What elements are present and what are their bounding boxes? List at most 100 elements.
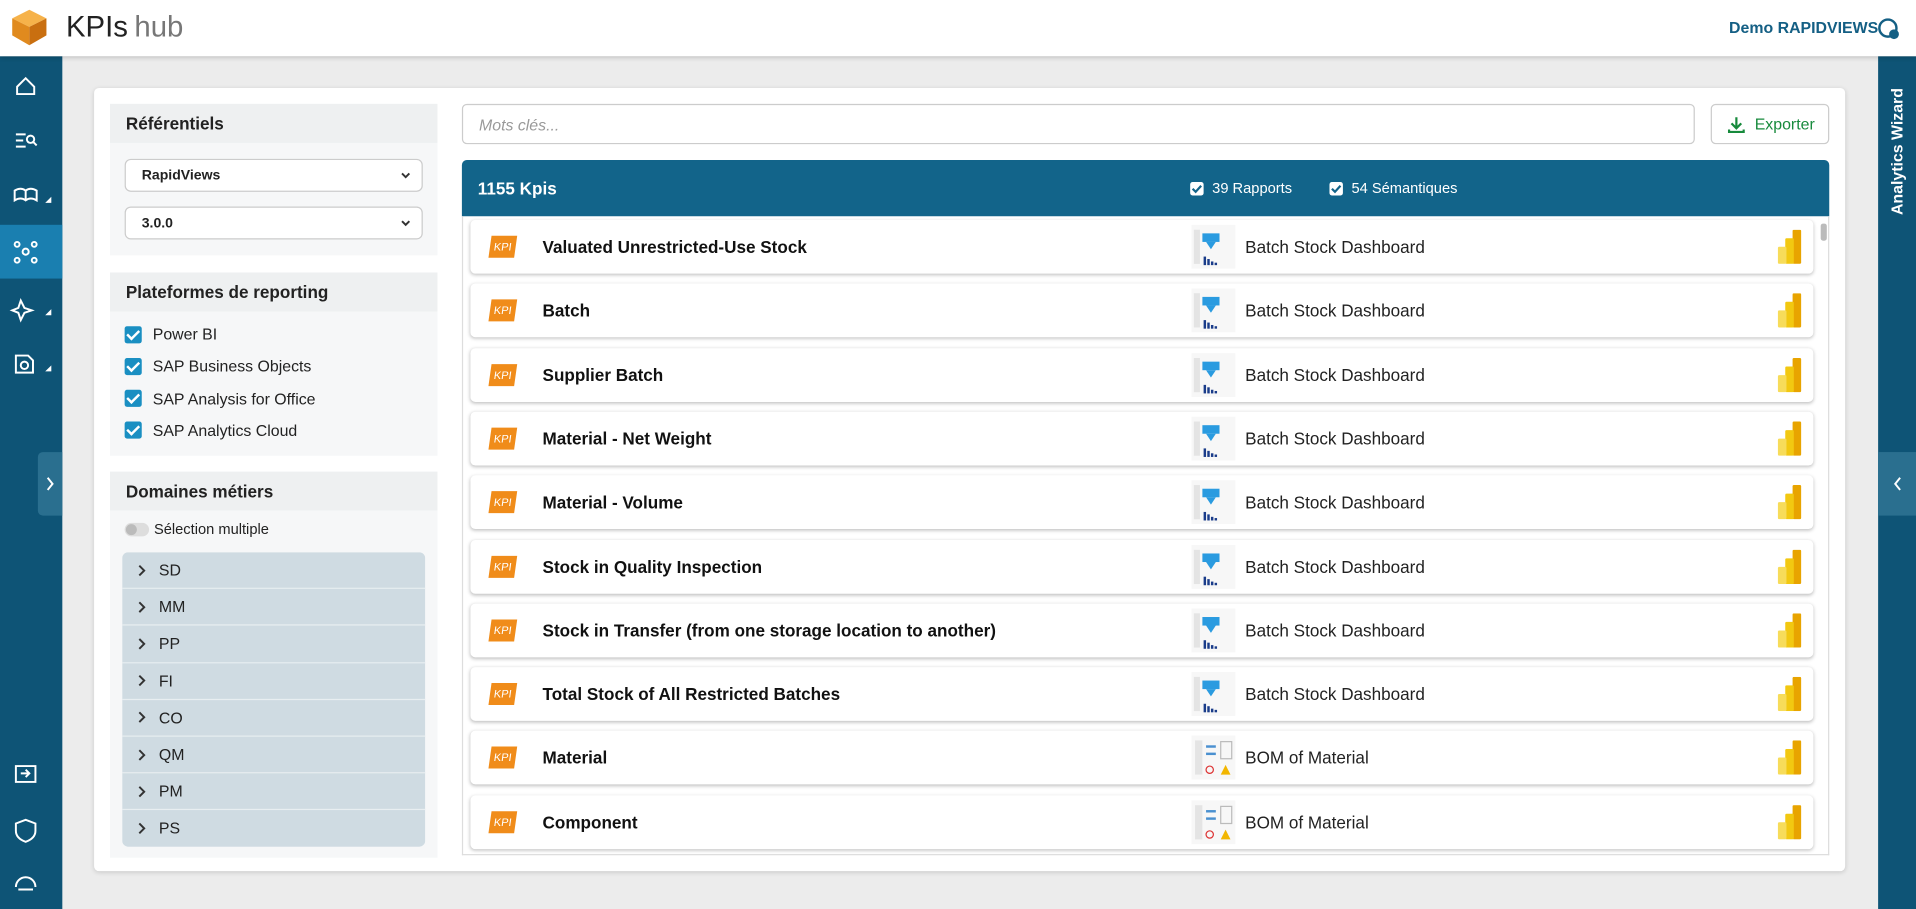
kpi-badge: KPI	[488, 491, 518, 514]
platform-label: SAP Analytics Cloud	[152, 421, 298, 440]
report-thumbnail	[1191, 672, 1236, 717]
domain-label: CO	[158, 708, 183, 727]
filter-rapports[interactable]: 39 Rapports	[1190, 180, 1292, 197]
report-thumbnail	[1191, 608, 1236, 653]
kpi-row[interactable]: KPI Stock in Transfer (from one storage …	[470, 603, 1814, 658]
platform-option[interactable]: Power BI	[124, 324, 218, 344]
platform-option[interactable]: SAP Analytics Cloud	[124, 421, 298, 440]
domain-list: SD MM PP FI CO QM PM PS	[122, 552, 426, 847]
export-button[interactable]: Exporter	[1710, 103, 1830, 145]
platform-option[interactable]: SAP Business Objects	[124, 357, 312, 376]
kpi-name: Total Stock of All Restricted Batches	[542, 684, 841, 704]
results-list: KPI Valuated Unrestricted-Use Stock Batc…	[461, 216, 1830, 856]
domain-label: SD	[158, 560, 181, 580]
domain-item[interactable]: PS	[122, 810, 426, 847]
kpi-row[interactable]: KPI Total Stock of All Restricted Batche…	[470, 667, 1814, 721]
report-thumbnail	[1191, 544, 1236, 589]
report-name: Batch Stock Dashboard	[1245, 556, 1425, 577]
kpi-badge: KPI	[488, 683, 518, 706]
section-title: Référentiels	[109, 103, 438, 143]
kpi-name: Valuated Unrestricted-Use Stock	[542, 237, 807, 257]
platform-label: SAP Analysis for Office	[152, 389, 316, 408]
domain-label: PS	[158, 819, 181, 838]
toggle[interactable]	[124, 522, 150, 537]
kpi-row[interactable]: KPI Component BOM of Material	[470, 795, 1814, 849]
results-header: 1155 Kpis 39 Rapports 54 Sémantiques	[461, 160, 1830, 217]
kpi-badge: KPI	[488, 810, 518, 833]
platform-label: SAP Business Objects	[152, 357, 312, 376]
domain-label: QM	[158, 745, 185, 764]
kpi-row[interactable]: KPI Material BOM of Material	[470, 731, 1814, 785]
kpi-name: Material - Net Weight	[542, 428, 712, 449]
kpi-row[interactable]: KPI Valuated Unrestricted-Use Stock Batc…	[470, 219, 1814, 274]
report-name: Batch Stock Dashboard	[1245, 620, 1425, 640]
rapports-label: 39 Rapports	[1212, 179, 1293, 197]
kpi-row[interactable]: KPI Supplier Batch Batch Stock Dashboard	[470, 347, 1814, 402]
select[interactable]: RapidViews	[124, 158, 423, 192]
powerbi-icon	[1777, 804, 1802, 839]
powerbi-icon	[1777, 357, 1802, 392]
domain-label: FI	[158, 671, 173, 690]
report-name: Batch Stock Dashboard	[1245, 492, 1425, 513]
filter-semantiques[interactable]: 54 Sémantiques	[1329, 180, 1457, 197]
nav-active	[0, 224, 63, 279]
powerbi-icon	[1777, 229, 1802, 264]
kpi-row[interactable]: KPI Batch Batch Stock Dashboard	[470, 283, 1814, 338]
kpi-row[interactable]: KPI Stock in Quality Inspection Batch St…	[470, 539, 1814, 594]
powerbi-icon	[1777, 676, 1802, 712]
section-title: Domaines métiers	[109, 471, 438, 511]
report-name: Batch Stock Dashboard	[1245, 684, 1425, 704]
left-nav	[0, 56, 63, 909]
wizard-expand[interactable]	[1878, 452, 1916, 516]
report-thumbnail	[1191, 288, 1236, 333]
nav-expand[interactable]	[37, 452, 63, 516]
report-name: BOM of Material	[1245, 812, 1369, 832]
wizard-title[interactable]: Analytics Wizard	[1887, 88, 1907, 216]
kpi-name: Batch	[542, 300, 591, 321]
select-value: RapidViews	[141, 167, 221, 183]
search-input[interactable]: Mots clés...	[461, 103, 1695, 145]
report-thumbnail	[1191, 416, 1236, 461]
report-thumbnail	[1191, 736, 1236, 780]
report-name: Batch Stock Dashboard	[1245, 300, 1425, 321]
chevron	[401, 172, 411, 178]
platform-option[interactable]: SAP Analysis for Office	[124, 389, 316, 408]
powerbi-icon	[1777, 485, 1802, 520]
powerbi-icon	[1777, 740, 1802, 776]
domain-item[interactable]: PM	[122, 773, 426, 811]
section-body	[109, 311, 438, 456]
domain-item[interactable]: PP	[122, 626, 426, 663]
kpi-name: Component	[542, 812, 638, 832]
report-name: Batch Stock Dashboard	[1245, 237, 1425, 257]
scrollbar	[1820, 223, 1827, 241]
powerbi-icon	[1777, 421, 1802, 456]
domain-label: MM	[158, 597, 186, 617]
powerbi-icon	[1777, 293, 1802, 328]
domain-item[interactable]: QM	[122, 736, 426, 774]
domain-item[interactable]: SD	[122, 552, 426, 590]
powerbi-icon	[1777, 613, 1802, 648]
kpi-name: Material	[542, 748, 608, 768]
domain-item[interactable]: FI	[122, 662, 426, 700]
kpi-badge: KPI	[488, 299, 518, 322]
powerbi-icon	[1777, 549, 1802, 584]
nav-icons[interactable]	[0, 56, 62, 909]
user-name[interactable]: Demo RAPIDVIEWS	[1729, 18, 1879, 37]
kpi-row[interactable]: KPI Material - Volume Batch Stock Dashbo…	[470, 475, 1814, 530]
report-thumbnail	[1191, 224, 1236, 269]
logo	[12, 9, 47, 46]
report-name: Batch Stock Dashboard	[1245, 364, 1425, 385]
kpi-row[interactable]: KPI Material - Net Weight Batch Stock Da…	[470, 411, 1814, 466]
section-title: Plateformes de reporting	[109, 272, 438, 312]
kpi-name: Stock in Transfer (from one storage loca…	[542, 620, 996, 640]
kpi-badge: KPI	[488, 235, 518, 258]
user-icon[interactable]	[1877, 17, 1901, 41]
domain-item[interactable]: CO	[122, 699, 426, 737]
kpi-badge: KPI	[488, 555, 518, 578]
kpi-badge: KPI	[488, 619, 518, 642]
select[interactable]: 3.0.0	[124, 206, 423, 240]
platform-label: Power BI	[152, 324, 218, 344]
domain-item[interactable]: MM	[122, 589, 426, 627]
